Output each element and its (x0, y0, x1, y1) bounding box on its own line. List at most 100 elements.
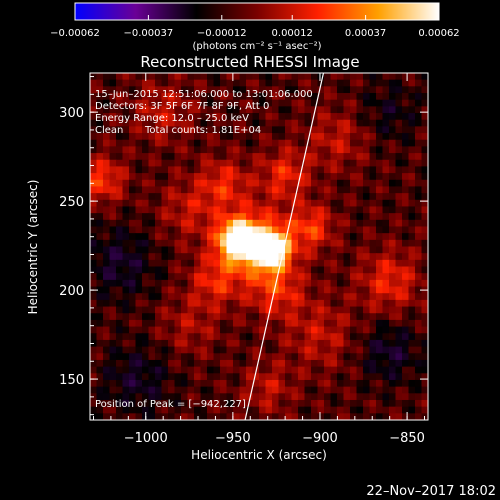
heatmap-cell (285, 406, 293, 414)
heatmap-cell (343, 246, 351, 254)
heatmap-cell (220, 186, 228, 194)
heatmap-cell (343, 199, 351, 208)
heatmap-cell (174, 373, 182, 381)
heatmap-cell (103, 353, 111, 361)
heatmap-cell (259, 193, 267, 201)
heatmap-cell (408, 173, 416, 181)
heatmap-cell (226, 339, 234, 348)
heatmap-cell (213, 79, 221, 87)
heatmap-cell (200, 373, 208, 381)
heatmap-cell (161, 146, 169, 154)
heatmap-cell (96, 346, 104, 354)
heatmap-cell (382, 319, 390, 328)
heatmap-cell (265, 126, 273, 134)
heatmap-cell (415, 379, 423, 388)
heatmap-cell (389, 313, 397, 321)
heatmap-cell (421, 339, 428, 348)
heatmap-cell (148, 319, 156, 328)
heatmap-cell (135, 279, 143, 288)
heatmap-cell (174, 146, 182, 154)
heatmap-cell (148, 133, 156, 141)
heatmap-cell (285, 233, 293, 241)
heatmap-cell (109, 193, 117, 201)
heatmap-cell (291, 266, 299, 274)
heatmap-cell (285, 113, 293, 121)
heatmap-cell (252, 193, 260, 201)
heatmap-cell (291, 306, 299, 314)
heatmap-cell (421, 253, 428, 261)
heatmap-cell (96, 79, 104, 87)
heatmap-cell (363, 279, 371, 288)
heatmap-cell (239, 253, 247, 261)
heatmap-cell (174, 206, 182, 214)
heatmap-cell (174, 259, 182, 268)
heatmap-cell (155, 99, 163, 107)
heatmap-cell (252, 119, 260, 127)
heatmap-cell (239, 186, 247, 194)
heatmap-cell (350, 366, 358, 374)
heatmap-cell (298, 233, 306, 241)
heatmap-cell (161, 93, 169, 101)
heatmap-cell (148, 339, 156, 348)
heatmap-cell (285, 159, 293, 168)
heatmap-cell (415, 166, 423, 174)
heatmap-cell (116, 219, 124, 228)
heatmap-cell (116, 173, 124, 181)
heatmap-cell (402, 253, 410, 261)
heatmap-cell (90, 146, 98, 154)
heatmap-cell (376, 353, 384, 361)
heatmap-cell (187, 206, 195, 214)
heatmap-cell (330, 413, 338, 420)
heatmap-cell (285, 79, 293, 87)
heatmap-cell (356, 393, 364, 401)
heatmap-cell (265, 353, 273, 361)
heatmap-cell (155, 139, 163, 147)
heatmap-cell (337, 179, 345, 188)
heatmap-cell (109, 353, 117, 361)
heatmap-cell (116, 146, 124, 154)
heatmap-cell (213, 106, 221, 114)
heatmap-cell (350, 353, 358, 361)
heatmap-cell (233, 366, 241, 374)
heatmap-cell (291, 386, 299, 394)
heatmap-cell (395, 279, 403, 288)
heatmap-cell (402, 333, 410, 341)
heatmap-cell (317, 133, 325, 141)
heatmap-cell (155, 239, 163, 248)
heatmap-cell (376, 393, 384, 401)
heatmap-cell (363, 253, 371, 261)
heatmap-cell (376, 153, 384, 161)
heatmap-cell (304, 406, 312, 414)
heatmap-cell (291, 393, 299, 401)
heatmap-cell (350, 153, 358, 161)
heatmap-cell (285, 99, 293, 107)
heatmap-cell (233, 353, 241, 361)
heatmap-cell (324, 273, 332, 281)
heatmap-cell (343, 306, 351, 314)
heatmap-cell (298, 413, 306, 420)
heatmap-cell (220, 413, 228, 420)
heatmap-cell (194, 159, 202, 168)
heatmap-cell (259, 133, 267, 141)
heatmap-cell (389, 279, 397, 288)
heatmap-cell (220, 399, 228, 408)
heatmap-cell (90, 313, 98, 321)
heatmap-cell (304, 333, 312, 341)
heatmap-cell (376, 159, 384, 168)
heatmap-cell (103, 313, 111, 321)
heatmap-cell (103, 373, 111, 381)
heatmap-cell (304, 73, 312, 81)
heatmap-cell (415, 133, 423, 141)
heatmap-cell (200, 379, 208, 388)
heatmap-cell (220, 306, 228, 314)
heatmap-cell (369, 346, 377, 354)
heatmap-cell (226, 159, 234, 168)
heatmap-cell (200, 106, 208, 114)
heatmap-cell (291, 379, 299, 388)
heatmap-cell (291, 106, 299, 114)
heatmap-cell (369, 133, 377, 141)
heatmap-cell (220, 259, 228, 268)
heatmap-cell (402, 226, 410, 234)
heatmap-cell (194, 219, 202, 228)
heatmap-cell (415, 213, 423, 221)
